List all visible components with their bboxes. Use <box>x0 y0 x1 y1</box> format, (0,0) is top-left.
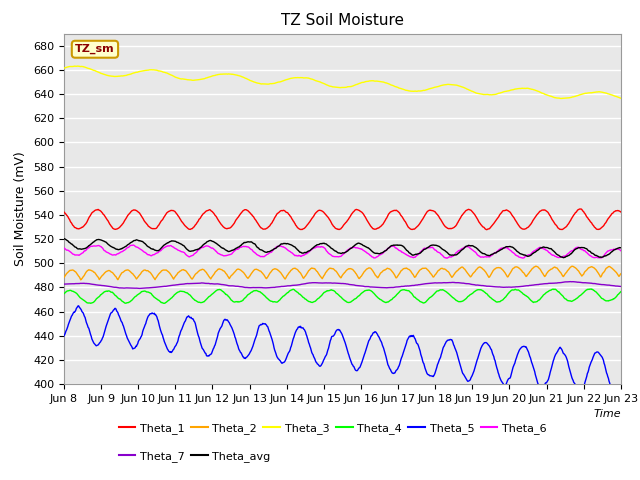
Text: TZ_sm: TZ_sm <box>75 44 115 54</box>
Y-axis label: Soil Moisture (mV): Soil Moisture (mV) <box>15 151 28 266</box>
Title: TZ Soil Moisture: TZ Soil Moisture <box>281 13 404 28</box>
Legend: Theta_7, Theta_avg: Theta_7, Theta_avg <box>114 446 275 466</box>
Text: Time: Time <box>593 408 621 419</box>
